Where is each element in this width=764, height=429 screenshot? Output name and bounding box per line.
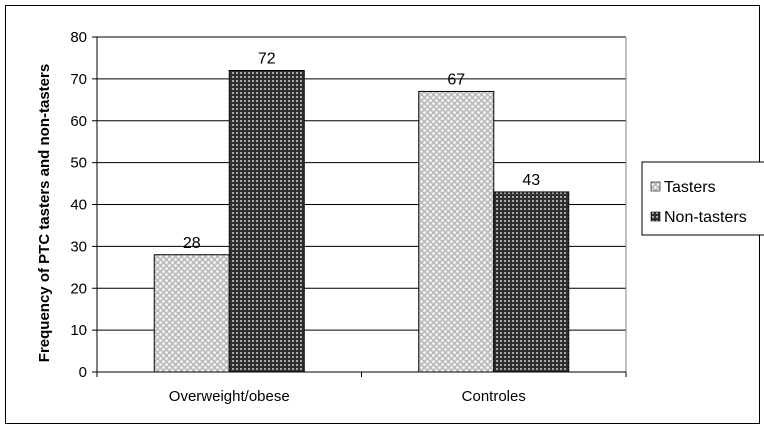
y-tick-label-10: 10 (70, 322, 87, 339)
bar-non-tasters-overweight-obese (228, 70, 305, 373)
y-tick-label-70: 70 (70, 71, 87, 88)
bars (153, 70, 570, 373)
legend-item-non-tasters: Non-tasters (650, 209, 747, 226)
y-tick-label-20: 20 (70, 280, 87, 297)
legend-box (641, 161, 764, 236)
category-labels: Overweight/obese Controles (169, 388, 526, 405)
chart-frame (5, 5, 760, 424)
axes (92, 36, 627, 377)
y-tick-label-60: 60 (70, 113, 87, 130)
y-tick-label-40: 40 (70, 197, 87, 214)
legend-swatch-tasters (650, 181, 661, 192)
bar-non-tasters-controles (493, 191, 570, 373)
y-tick-label-0: 0 (79, 364, 87, 381)
legend: Tasters Non-tasters (641, 161, 764, 236)
data-label-tasters-overweight-obese: 28 (183, 235, 201, 252)
y-tick-label-80: 80 (70, 29, 87, 46)
legend-label-tasters: Tasters (664, 179, 716, 196)
bar-tasters-controles (418, 90, 495, 373)
bar-tasters-overweight-obese (153, 254, 230, 373)
data-labels: 28 72 67 43 (183, 51, 540, 252)
data-label-non-tasters-controles: 43 (522, 172, 540, 189)
y-axis-label: Frequency of PTC tasters and non-tasters (36, 64, 53, 362)
y-tick-labels: 0 10 20 30 40 50 60 70 80 (70, 29, 87, 381)
category-label-controles: Controles (462, 388, 526, 405)
data-label-non-tasters-overweight-obese: 72 (258, 51, 276, 68)
data-label-tasters-controles: 67 (447, 71, 465, 88)
category-label-overweight-obese: Overweight/obese (169, 388, 290, 405)
legend-label-non-tasters: Non-tasters (664, 209, 747, 226)
legend-item-tasters: Tasters (650, 179, 716, 196)
y-tick-label-30: 30 (70, 238, 87, 255)
y-tick-label-50: 50 (70, 155, 87, 172)
legend-swatch-non-tasters (650, 211, 661, 222)
